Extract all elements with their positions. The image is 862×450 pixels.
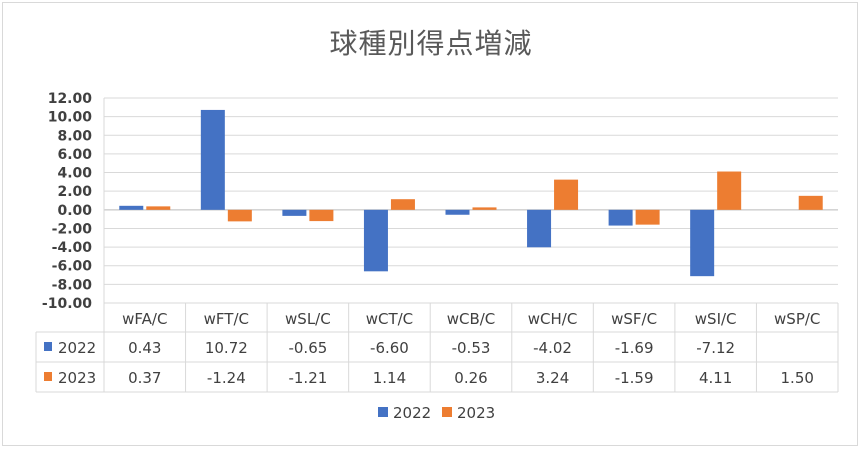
bar-2023-wFA/C [146,206,171,210]
bar-2023-wSL/C [309,209,334,222]
bar-2022-wCB/C [445,209,470,215]
legend: 2022 2023 [378,404,495,422]
data-label: 0.26 [454,369,487,387]
bar-2022-wFA/C [119,205,144,210]
data-label: -0.65 [288,339,327,357]
bar-2023-wCB/C [472,207,497,210]
bar-2022-wFT/C [200,109,225,210]
y-tick-label: -6.00 [52,259,93,275]
data-label: 0.43 [128,339,161,357]
data-label: -0.53 [452,339,491,357]
y-tick-label: -8.00 [52,277,93,293]
y-axis: 12.00 10.00 8.00 6.00 4.00 2.00 0.00 -2.00 -4.00… [42,91,105,312]
legend-entry: 2022 [393,404,431,422]
y-tick-label: -4.00 [52,240,93,256]
bar-2022-wCT/C [363,209,388,272]
data-label: -4.02 [533,339,572,357]
y-tick-label: 12.00 [48,91,93,107]
y-tick-label: 2.00 [57,184,92,200]
y-tick-label: 4.00 [57,166,92,182]
data-label: 10.72 [205,339,248,357]
category-label: wCH/C [528,310,578,328]
y-tick-label: 10.00 [48,110,93,126]
data-label: -1.59 [615,369,654,387]
bar-2023-wCT/C [390,199,415,210]
bar-2022-wSL/C [282,209,307,216]
table-series-name: 2022 [58,339,96,357]
y-tick-label: -10.00 [42,296,92,312]
category-label: wFA/C [122,310,167,328]
category-label: wFT/C [204,310,249,328]
bar-2023-wSI/C [717,171,742,210]
y-tick-label: 6.00 [57,147,92,163]
category-label: wCB/C [447,310,496,328]
y-tick-label: 0.00 [57,203,92,219]
y-tick-label: 8.00 [57,128,92,144]
legend-swatch [378,407,388,417]
bar-2022-wSI/C [690,209,715,277]
data-label: 0.37 [128,369,161,387]
category-label: wSF/C [611,310,657,328]
category-label: wSI/C [695,310,737,328]
table-legend-swatch [44,342,52,351]
data-table: wFA/C wFT/C wSL/C wCT/C wCB/C wCH/C wSF/C wSI/C… [35,302,839,393]
data-label: 3.24 [536,369,569,387]
category-label: wSP/C [774,310,820,328]
data-label: -1.24 [207,369,246,387]
bar-2022-wSF/C [608,209,633,226]
category-label: wCT/C [366,310,413,328]
data-label: -1.69 [615,339,654,357]
data-label: -7.12 [696,339,735,357]
data-label: -6.60 [370,339,409,357]
legend-swatch [442,407,452,417]
table-legend-swatch [44,372,52,381]
table-series-name: 2023 [58,369,96,387]
bar-2023-wFT/C [227,209,252,222]
legend-entry: 2023 [457,404,495,422]
data-label: -1.21 [288,369,327,387]
chart-title: 球種別得点増減 [329,27,533,60]
bar-2023-wSF/C [635,209,660,225]
bar-2023-wSP/C [798,195,823,210]
bar-2022-wCH/C [527,209,552,248]
data-label: 4.11 [699,369,732,387]
y-tick-label: -2.00 [52,221,93,237]
bar-2023-wCH/C [554,179,579,210]
data-label: 1.14 [373,369,406,387]
gridlines [104,97,838,304]
data-label: 1.50 [781,369,814,387]
bars [119,109,823,277]
category-label: wSL/C [285,310,331,328]
